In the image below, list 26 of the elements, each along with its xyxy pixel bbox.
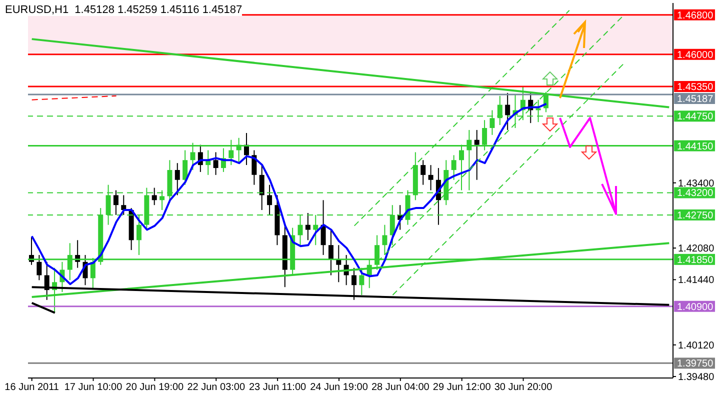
x-tick-label: 24 Jun 19:00 xyxy=(310,382,368,394)
y-tick-label: 1.42080 xyxy=(678,244,715,255)
y-tick-label: 1.41440 xyxy=(678,275,715,286)
x-tick-label: 17 Jun 10:00 xyxy=(64,382,123,394)
ref-line-label: 1.45187 xyxy=(677,94,714,105)
x-tick-label: 22 Jun 03:00 xyxy=(187,382,246,394)
x-tick-label: 28 Jun 04:00 xyxy=(371,382,430,394)
ref-line-label: 1.42750 xyxy=(677,210,714,222)
ref-line-label: 1.46800 xyxy=(677,10,714,22)
ref-line-label: 1.44150 xyxy=(677,141,714,152)
chart-title: EURUSD,H1 1.45128 1.45259 1.45116 1.45187 xyxy=(5,4,242,16)
ref-line-label: 1.46000 xyxy=(677,50,714,61)
x-tick-label: 16 Jun 2011 xyxy=(4,382,60,394)
x-tick-label: 23 Jun 11:00 xyxy=(249,382,307,394)
x-tick-label: 20 Jun 19:00 xyxy=(126,382,184,394)
y-tick-label: 1.40120 xyxy=(678,340,715,352)
ref-line-label: 1.39750 xyxy=(677,358,714,370)
x-tick-label: 30 Jun 20:00 xyxy=(494,382,553,394)
y-tick-label: 1.43400 xyxy=(678,178,715,190)
x-tick-label: 29 Jun 12:00 xyxy=(432,382,492,394)
ref-line-label: 1.43200 xyxy=(677,188,714,200)
ref-line-label: 1.44750 xyxy=(677,112,714,123)
ref-line-label: 1.45350 xyxy=(677,82,714,93)
ref-line-label: 1.40900 xyxy=(677,302,714,313)
y-tick-label: 1.39480 xyxy=(678,372,715,384)
ref-line-label: 1.41850 xyxy=(677,254,714,266)
